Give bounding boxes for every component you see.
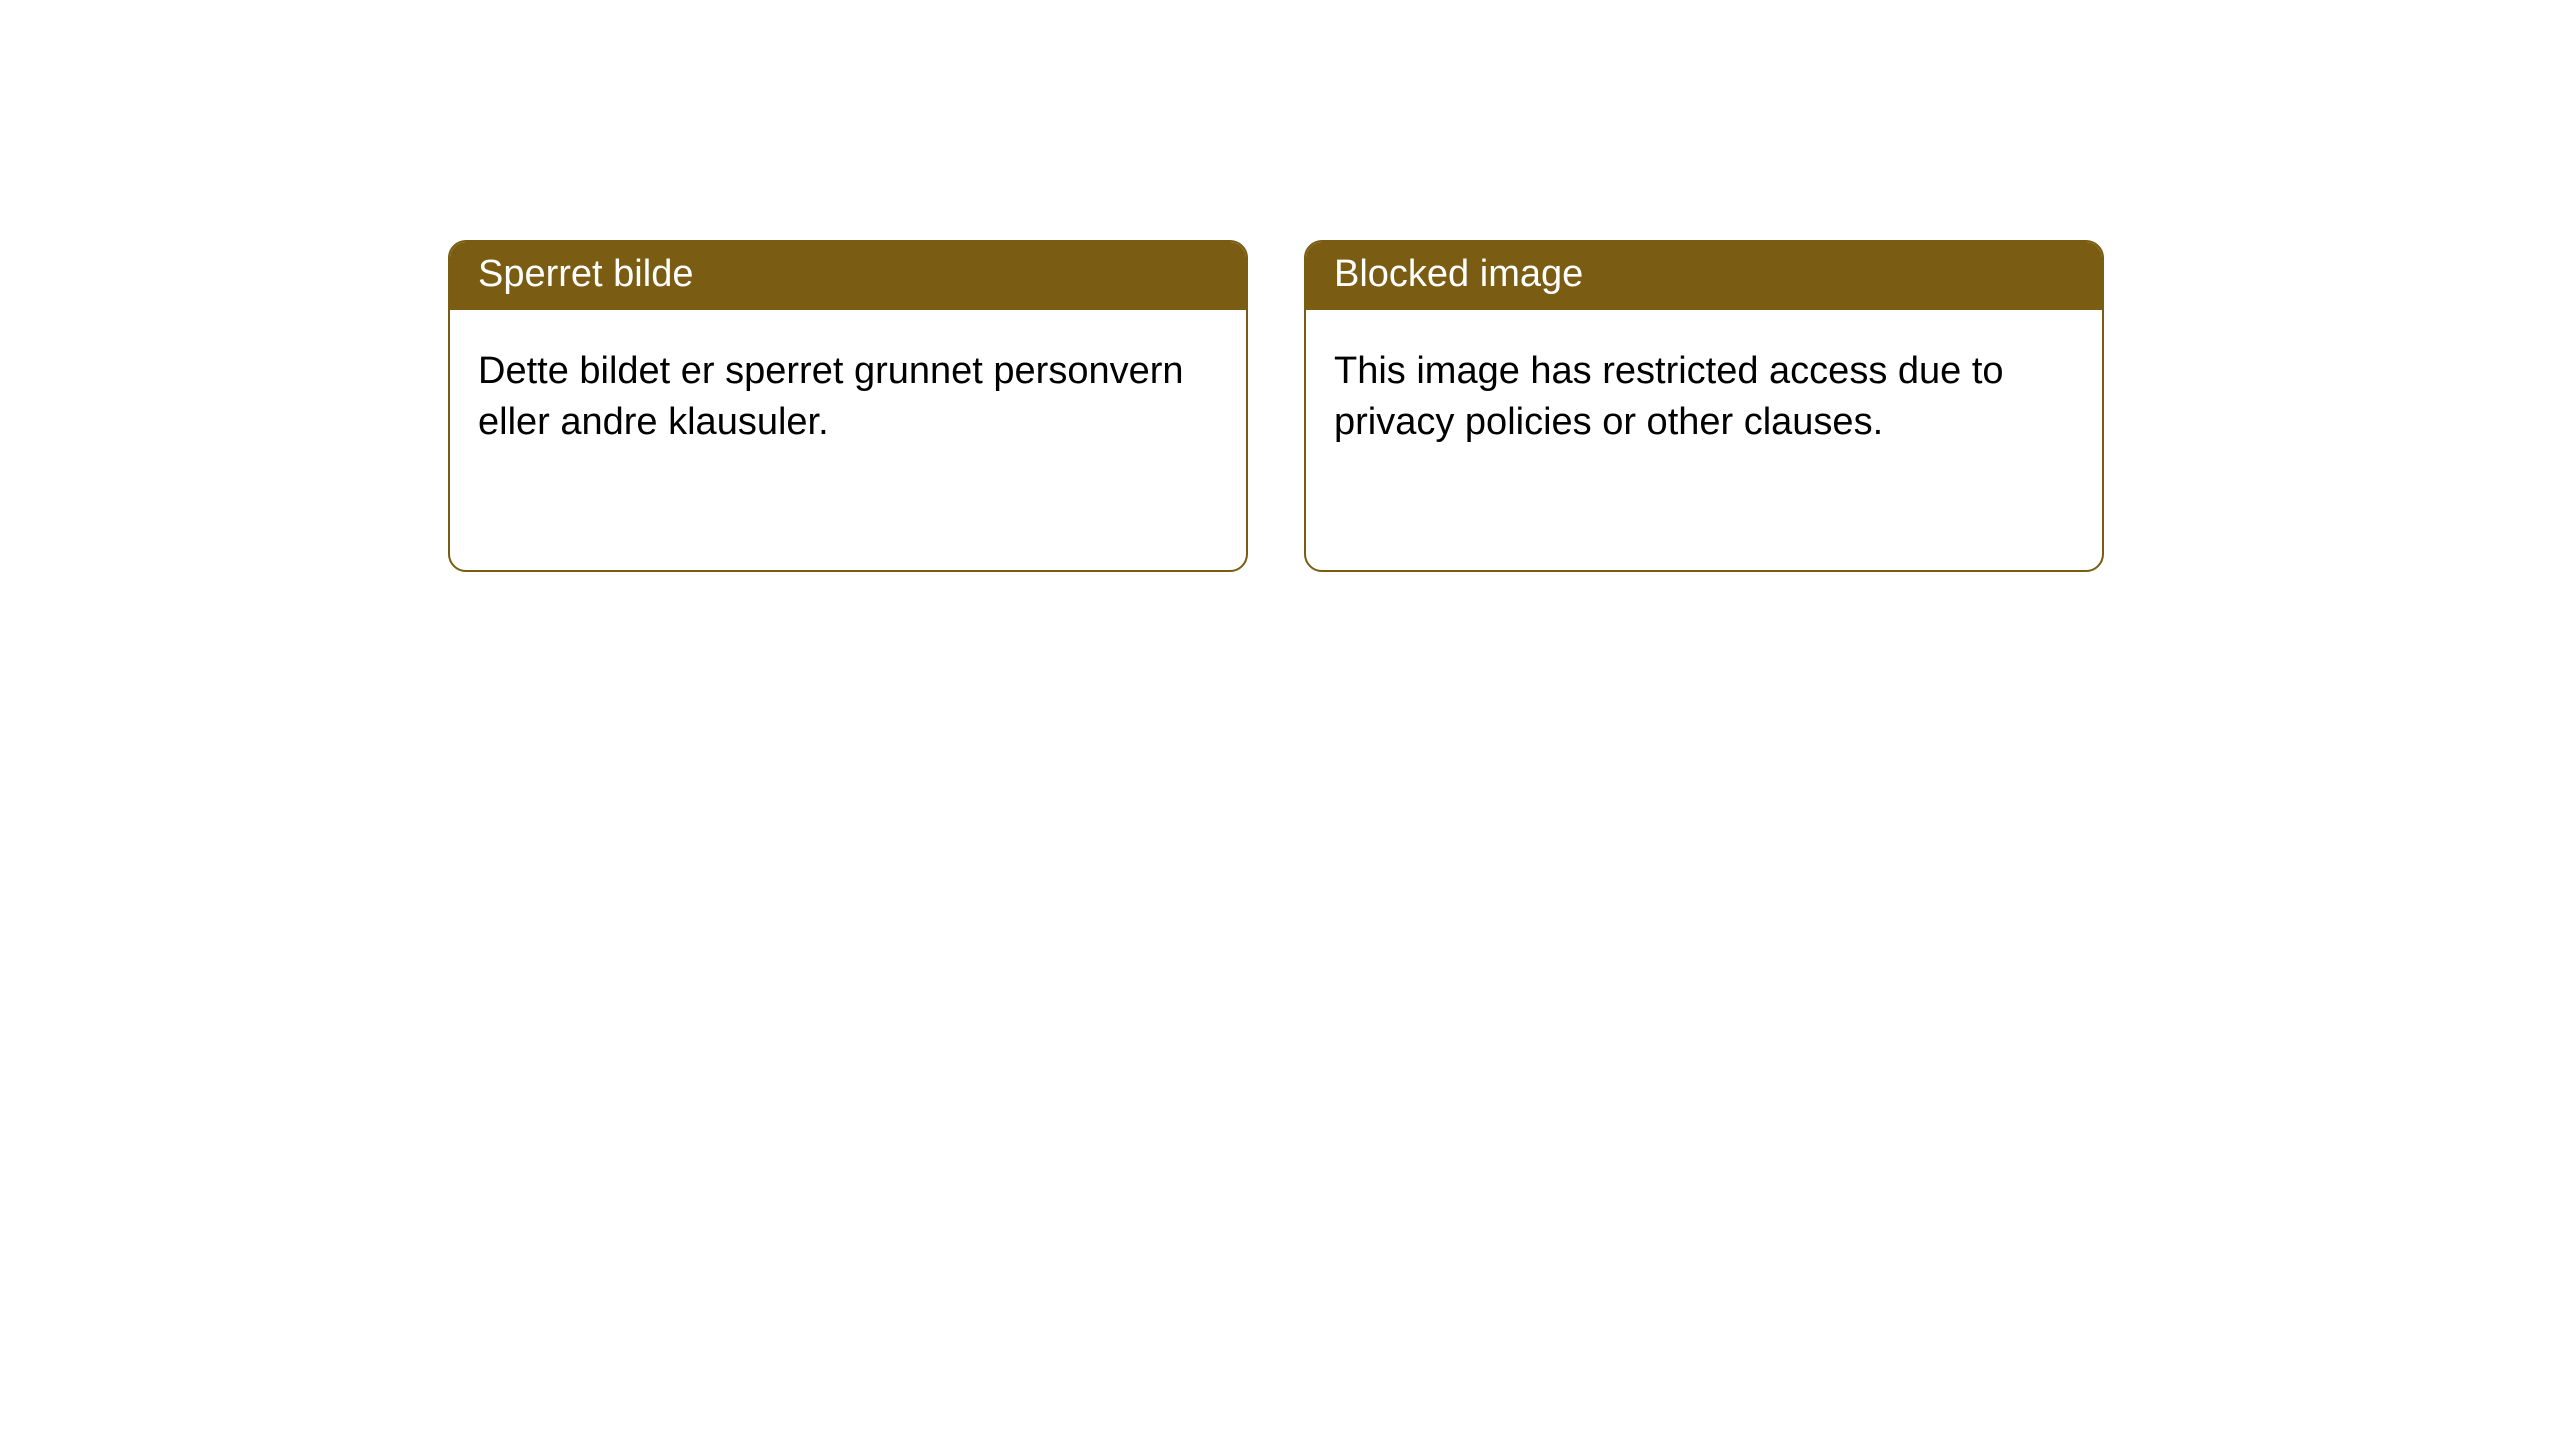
card-body: Dette bildet er sperret grunnet personve… xyxy=(450,310,1246,485)
notice-container: Sperret bilde Dette bildet er sperret gr… xyxy=(0,0,2560,572)
blocked-image-card-en: Blocked image This image has restricted … xyxy=(1304,240,2104,572)
card-header: Sperret bilde xyxy=(450,242,1246,310)
card-header: Blocked image xyxy=(1306,242,2102,310)
blocked-image-card-no: Sperret bilde Dette bildet er sperret gr… xyxy=(448,240,1248,572)
card-body: This image has restricted access due to … xyxy=(1306,310,2102,485)
